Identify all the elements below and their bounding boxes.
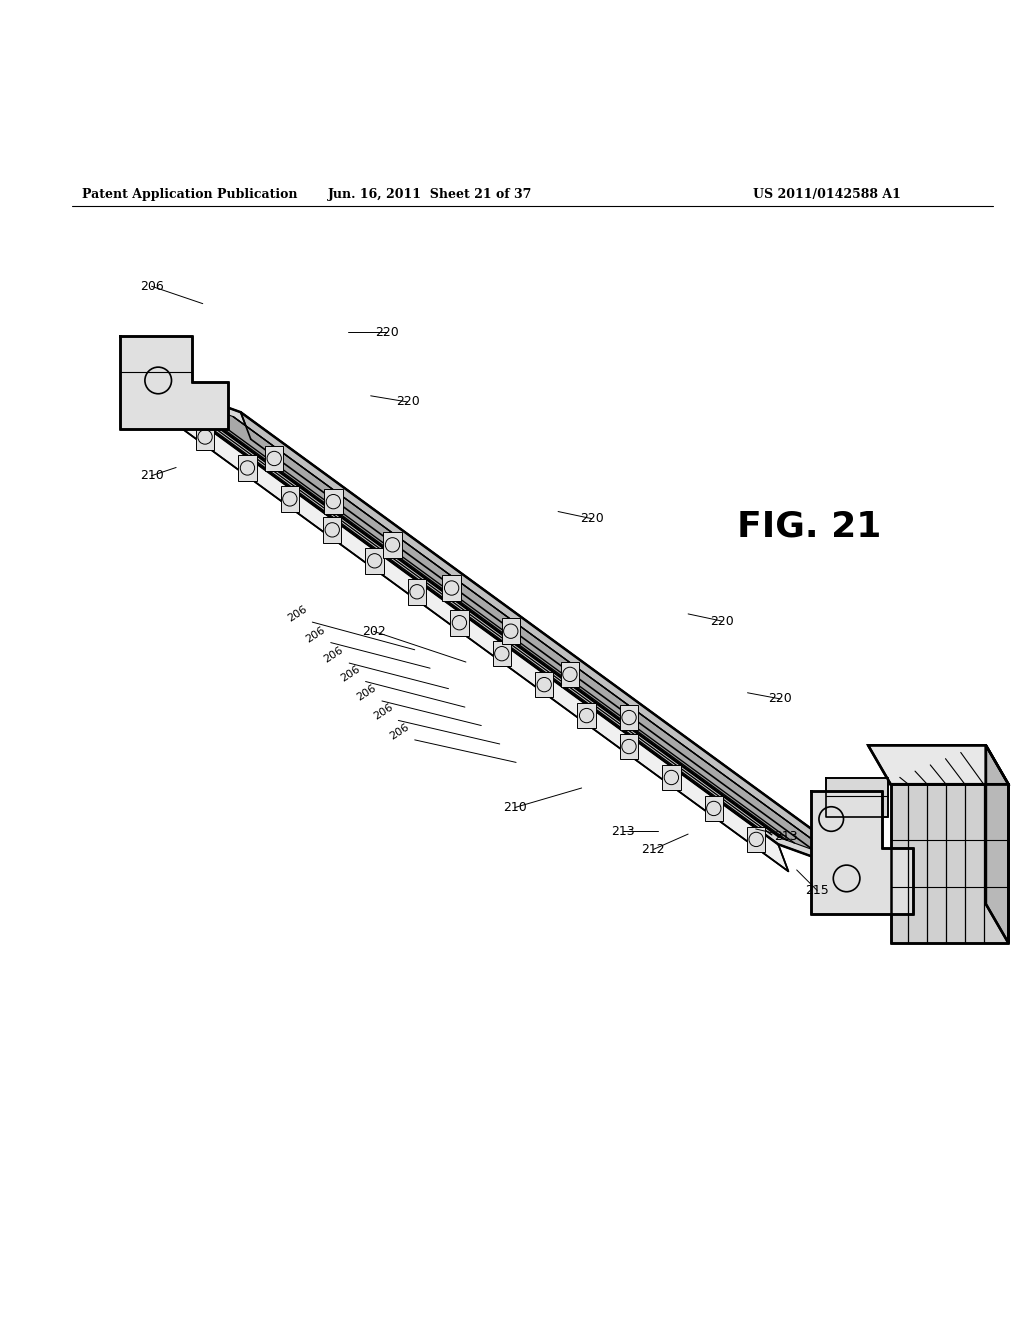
Polygon shape (241, 412, 896, 911)
Text: 220: 220 (395, 396, 420, 408)
Polygon shape (383, 532, 401, 557)
Polygon shape (535, 672, 553, 697)
Polygon shape (281, 486, 299, 512)
Polygon shape (154, 393, 172, 418)
Polygon shape (408, 579, 426, 605)
Text: 210: 210 (139, 469, 164, 482)
Text: 220: 220 (375, 326, 399, 339)
Text: 206: 206 (286, 605, 308, 624)
Text: 212: 212 (641, 843, 666, 855)
Polygon shape (442, 576, 461, 601)
Polygon shape (451, 610, 469, 635)
Polygon shape (239, 455, 257, 480)
Text: 206: 206 (304, 624, 327, 644)
Polygon shape (265, 446, 284, 471)
Text: 220: 220 (710, 615, 734, 627)
Text: US 2011/0142588 A1: US 2011/0142588 A1 (754, 187, 901, 201)
Text: FIG. 21: FIG. 21 (737, 510, 881, 544)
Text: 206: 206 (139, 280, 164, 293)
Text: Patent Application Publication: Patent Application Publication (82, 187, 297, 201)
Polygon shape (578, 702, 596, 729)
Text: Jun. 16, 2011  Sheet 21 of 37: Jun. 16, 2011 Sheet 21 of 37 (328, 187, 532, 201)
Polygon shape (986, 746, 1009, 942)
Polygon shape (196, 424, 214, 450)
Polygon shape (705, 796, 723, 821)
Text: 220: 220 (768, 693, 793, 705)
Text: 206: 206 (339, 664, 361, 684)
Polygon shape (323, 517, 341, 543)
Polygon shape (746, 826, 765, 853)
Polygon shape (176, 396, 840, 859)
Text: 213: 213 (610, 825, 635, 837)
Polygon shape (133, 374, 788, 871)
Text: 206: 206 (388, 722, 411, 742)
Polygon shape (891, 784, 1009, 942)
Polygon shape (502, 618, 520, 644)
Polygon shape (663, 764, 681, 791)
Text: 213: 213 (774, 830, 799, 842)
Text: 210: 210 (503, 801, 527, 814)
Polygon shape (493, 642, 511, 667)
Polygon shape (868, 746, 1009, 784)
Text: 220: 220 (580, 512, 604, 525)
Text: 202: 202 (361, 624, 386, 638)
Polygon shape (811, 792, 913, 915)
Polygon shape (826, 777, 888, 817)
Polygon shape (325, 488, 343, 515)
Polygon shape (620, 734, 638, 759)
Polygon shape (620, 705, 638, 730)
Text: 206: 206 (323, 645, 345, 665)
Polygon shape (121, 337, 227, 429)
Polygon shape (366, 548, 384, 574)
Polygon shape (561, 661, 580, 688)
Polygon shape (133, 374, 886, 883)
Text: 206: 206 (355, 682, 378, 702)
Text: 215: 215 (805, 884, 829, 896)
Text: 206: 206 (372, 702, 394, 722)
